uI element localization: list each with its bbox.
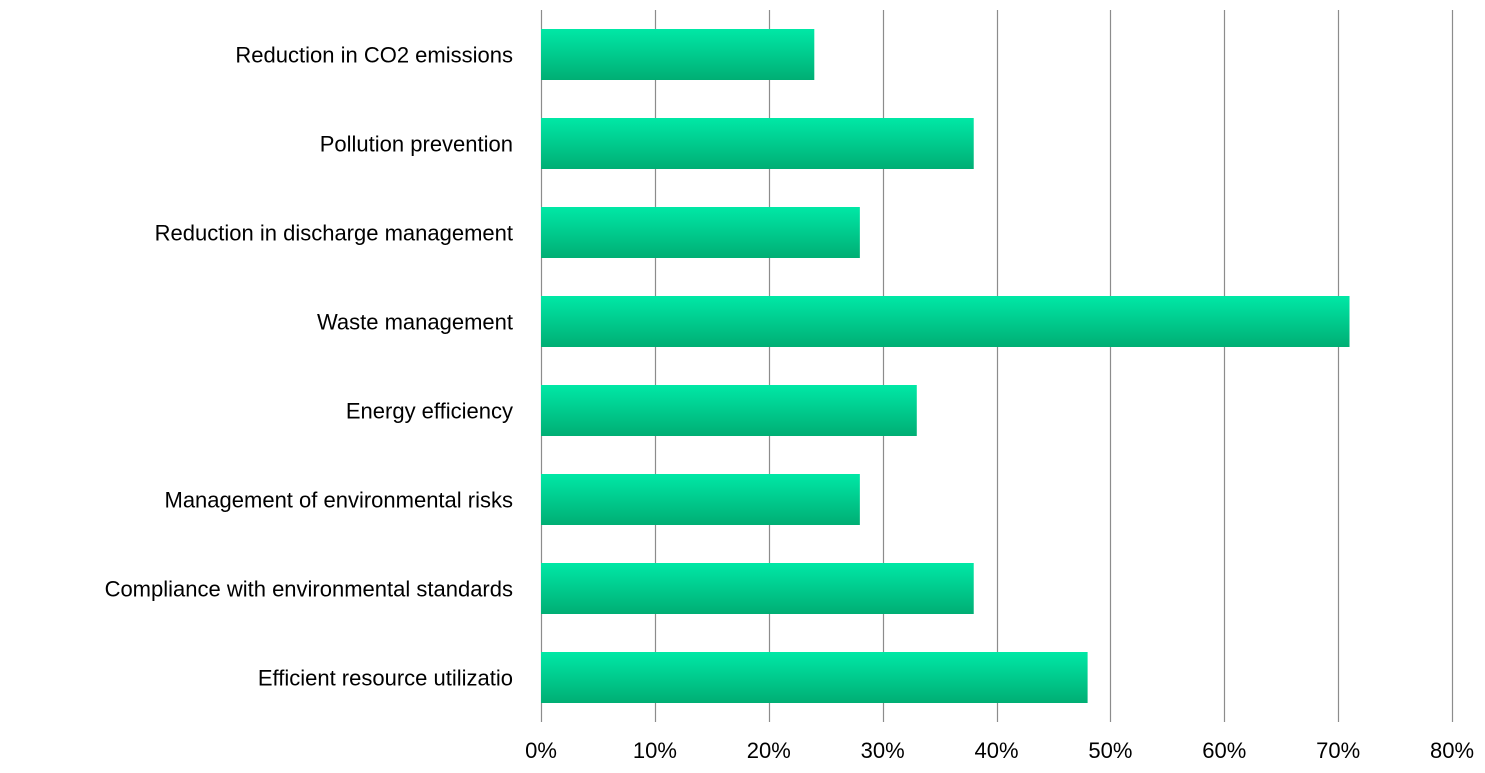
category-labels: Reduction in CO2 emissions Pollution prev… [105,43,513,691]
category-label: Waste management [317,310,513,335]
bar [541,207,860,258]
category-label: Energy efficiency [346,399,513,424]
category-label: Management of environmental risks [165,488,514,513]
bar [541,118,974,169]
x-tick-label: 40% [974,738,1018,763]
x-tick-label: 80% [1430,738,1474,763]
bar [541,296,1350,347]
x-tick-label: 50% [1088,738,1132,763]
x-tick-label: 10% [633,738,677,763]
category-label: Compliance with environmental standards [105,577,513,602]
category-label: Pollution prevention [320,132,513,157]
bar [541,652,1088,703]
x-tick-label: 60% [1202,738,1246,763]
gridlines [540,10,1454,722]
x-tick-label: 0% [525,738,557,763]
bar [541,29,815,80]
bar [541,474,860,525]
bars [541,29,1350,703]
x-tick-label: 20% [747,738,791,763]
bar [541,385,917,436]
x-tick-label: 70% [1316,738,1360,763]
x-tick-label: 30% [861,738,905,763]
x-axis-tick-labels: 0% 10% 20% 30% 40% 50% 60% 70% 80% [525,738,1474,763]
category-label: Reduction in discharge management [155,221,513,246]
category-label: Reduction in CO2 emissions [235,43,513,68]
bar [541,563,974,614]
category-label: Efficient resource utilizatio [258,666,513,691]
